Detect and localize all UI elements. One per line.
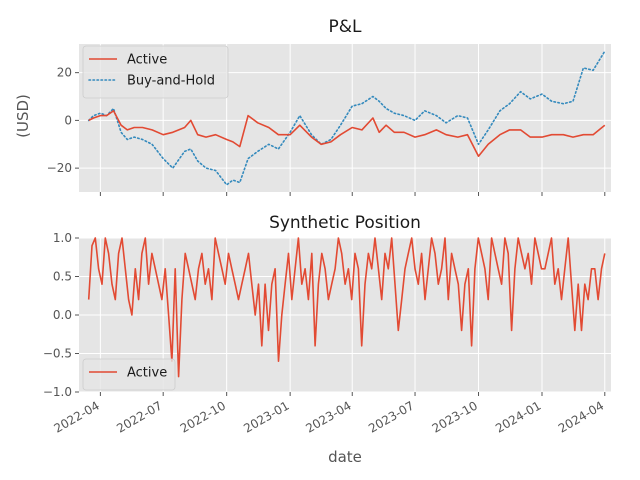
pnl-line-buy-and-hold — [87, 50, 606, 186]
position-x-tick-label: 2023-10 — [430, 398, 480, 435]
position-legend-label: Active — [127, 366, 167, 381]
pnl-y-tick-label: 0 — [64, 113, 72, 127]
pnl-y-axis-label: (USD) — [14, 94, 32, 138]
position-x-tick-label: 2024-01 — [493, 398, 543, 435]
position-x-tick-label: 2023-04 — [303, 398, 353, 435]
position-line-active — [87, 237, 606, 378]
position-y-tick-label: −1.0 — [43, 385, 72, 399]
pnl-y-tick-label: −20 — [47, 161, 72, 175]
position-x-tick-label: 2023-01 — [241, 398, 291, 435]
pnl-line-active — [88, 110, 606, 157]
pnl-x-ticks — [99, 192, 606, 196]
position-x-ticks: 2022-04 2022-07 2022-10 2023-01 2023-04 2023-… — [51, 392, 606, 436]
position-x-tick-label: 2022-10 — [178, 398, 228, 435]
position-x-axis-label: date — [328, 448, 362, 466]
pnl-legend-label: Buy-and-Hold — [127, 74, 215, 89]
pnl-series — [87, 50, 606, 186]
position-axes: −1.0−0.50.00.51.0 2022-04 2022-07 2022-10 2… — [43, 213, 611, 466]
pnl-y-ticks: −20 0 20 — [47, 66, 79, 175]
pnl-title: P&L — [329, 17, 363, 37]
position-y-tick-label: 1.0 — [53, 231, 72, 245]
pnl-legend: Active Buy-and-Hold — [82, 45, 229, 99]
pnl-legend-frame — [82, 45, 229, 99]
pnl-y-tick-label: 20 — [57, 66, 72, 80]
position-legend: Active — [82, 358, 176, 391]
position-x-tick-label: 2022-04 — [51, 398, 101, 435]
position-y-tick-label: −0.5 — [43, 347, 72, 361]
position-x-tick-label: 2022-07 — [114, 398, 164, 435]
pnl-axes: −20 0 20 P&L (USD) Active Buy-and-Hold — [14, 17, 611, 196]
position-y-ticks: −1.0 −0.5 0.0 0.5 1.0 — [43, 231, 79, 399]
position-y-tick-label: 0.5 — [53, 270, 72, 284]
position-y-tick-label: 0.0 — [53, 308, 72, 322]
position-series — [87, 237, 606, 378]
position-x-tick-label: 2023-07 — [366, 398, 416, 435]
pnl-legend-label: Active — [127, 53, 167, 68]
position-title: Synthetic Position — [269, 213, 421, 233]
position-legend-frame — [82, 358, 176, 391]
position-x-tick-label: 2024-04 — [556, 398, 606, 435]
position-grid — [79, 237, 611, 393]
